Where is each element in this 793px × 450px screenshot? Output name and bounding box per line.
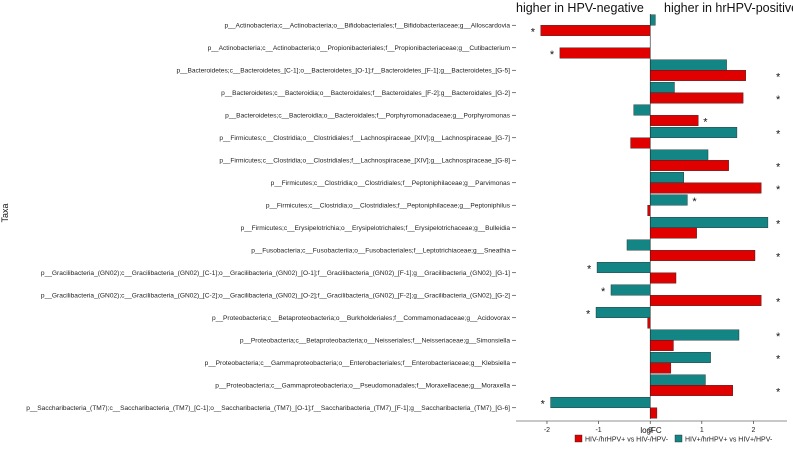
significance-marker: * (586, 308, 591, 320)
bar (650, 385, 734, 396)
bar (650, 115, 699, 126)
category-label: p__Fusobacteria;c__Fusobacteriia;o__Fuso… (251, 248, 510, 255)
significance-marker: * (776, 251, 781, 263)
bar (650, 352, 711, 363)
category-label: p__Bacteroidetes;c__Bacteroidetes_[C-1];… (176, 68, 510, 75)
category-label: p__Proteobacteria;c__Betaproteobacteria;… (212, 315, 511, 322)
significance-marker: * (776, 94, 781, 106)
bar (647, 317, 651, 329)
significance-marker: * (776, 71, 781, 83)
annotation-higher-hrhpv-positive: higher in hrHPV-positive (664, 1, 793, 15)
bar (650, 82, 675, 93)
bar (650, 250, 756, 261)
significance-marker: * (776, 218, 781, 230)
bar (559, 47, 651, 59)
significance-marker: * (587, 263, 592, 275)
category-label: p__Firmicutes;c__Clostridia;o__Clostridi… (219, 158, 510, 165)
category-label: p__Actinobacteria;c__Actinobacteria;o__B… (224, 23, 510, 30)
bar (650, 362, 672, 374)
bar (650, 70, 746, 81)
significance-marker: * (776, 386, 781, 398)
bar (650, 340, 674, 351)
x-axis: -2 -1 0 1 2 (516, 14, 787, 434)
bar (650, 329, 740, 341)
significance-marker: * (776, 184, 781, 196)
legend-swatch (574, 434, 583, 443)
bar (650, 14, 656, 26)
bar (650, 59, 727, 71)
significance-markers: * * * * * * * * * * * * * * * * * * * (531, 26, 781, 410)
legend: HIV-/hrHPV+ vs HIV-/HPV- HIV+/hrHPV+ vs H… (574, 434, 773, 444)
category-label: p__Proteobacteria;c__Betaproteobacteria;… (240, 338, 510, 345)
x-axis-label: logFC (640, 426, 662, 435)
bar (647, 205, 651, 216)
significance-marker: * (776, 128, 781, 140)
bar (596, 262, 651, 273)
bar (650, 160, 729, 171)
bar (650, 374, 706, 386)
significance-marker: * (531, 26, 536, 38)
category-label: p__Bacteroidetes;c__Bacteroidia;o__Bacte… (225, 113, 511, 120)
significance-marker: * (776, 331, 781, 343)
category-labels: p__Actinobacteria;c__Actinobacteria;o__B… (26, 23, 516, 412)
bar (650, 194, 688, 206)
category-label: p__Proteobacteria;c__Gammaproteobacteria… (215, 383, 510, 390)
bar (650, 227, 697, 239)
significance-marker: * (703, 116, 708, 128)
significance-marker: * (692, 196, 697, 208)
category-label: p__Gracilibacteria_(GN02);c__Gracilibact… (41, 293, 510, 300)
bar (650, 182, 762, 194)
x-tick-label: 2 (751, 427, 755, 434)
bars (540, 14, 769, 419)
bar (650, 92, 744, 104)
bar (650, 149, 709, 161)
significance-marker: * (601, 286, 606, 298)
bar (650, 172, 684, 183)
category-label: p__Firmicutes;c__Clostridia;o__Clostridi… (266, 203, 511, 210)
bar (595, 307, 651, 318)
bar (633, 104, 651, 116)
x-tick-label: -1 (595, 427, 601, 434)
significance-marker: * (776, 296, 781, 308)
y-axis-label: Taxa (0, 203, 10, 222)
bar (630, 137, 651, 149)
category-label: p__Firmicutes;c__Clostridia;o__Clostridi… (219, 135, 510, 142)
category-label: p__Proteobacteria;c__Gammaproteobacteria… (205, 360, 511, 367)
legend-label: HIV-/hrHPV+ vs HIV-/HPV- (585, 437, 669, 444)
significance-marker: * (776, 353, 781, 365)
x-tick-label: 0 (648, 427, 652, 434)
bar (626, 239, 651, 251)
category-label: p__Firmicutes;c__Clostridia;o__Clostridi… (271, 180, 511, 187)
category-label: p__Firmicutes;c__Erysipelotrichia;o__Ery… (241, 225, 511, 232)
bar (650, 295, 762, 306)
bar (540, 25, 651, 36)
significance-marker: * (541, 398, 546, 410)
x-tick-label: -2 (544, 427, 550, 434)
x-tick-label: 1 (700, 427, 704, 434)
bar (610, 284, 651, 296)
significance-marker: * (550, 49, 555, 61)
category-label: p__Gracilibacteria_(GN02);c__Gracilibact… (41, 270, 510, 277)
bar (650, 407, 658, 419)
bar (650, 272, 677, 284)
significance-marker: * (776, 161, 781, 173)
category-label: p__Saccharibacteria_(TM7);c__Saccharibac… (26, 405, 510, 412)
legend-label: HIV+/hrHPV+ vs HIV+/HPV- (685, 437, 773, 444)
legend-swatch (674, 434, 683, 443)
bar (550, 397, 651, 408)
category-label: p__Bacteroidetes;c__Bacteroidia;o__Bacte… (221, 90, 510, 97)
category-label: p__Actinobacteria;c__Actinobacteria;o__P… (208, 45, 511, 52)
bar (650, 217, 769, 228)
bar (650, 127, 738, 138)
annotation-higher-hpv-negative: higher in HPV-negative (516, 1, 644, 15)
